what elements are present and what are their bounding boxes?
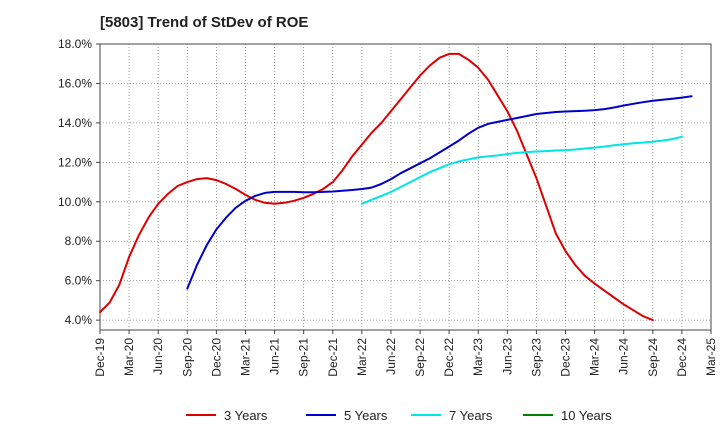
x-tick-label: Jun-20 — [151, 338, 165, 375]
x-tick-label: Jun-21 — [268, 338, 282, 375]
x-tick-label: Sep-21 — [297, 338, 311, 377]
x-tick-label: Mar-22 — [355, 338, 369, 376]
x-tick-label: Mar-20 — [122, 338, 136, 376]
x-tick-label: Sep-23 — [529, 338, 543, 377]
y-tick-label: 10.0% — [58, 195, 92, 209]
y-tick-label: 14.0% — [58, 116, 92, 130]
x-tick-label: Dec-22 — [442, 338, 456, 377]
x-tick-label: Mar-21 — [238, 338, 252, 376]
y-tick-label: 12.0% — [58, 155, 92, 169]
series-line-3-years — [99, 52, 654, 322]
x-tick-label: Dec-23 — [559, 338, 573, 377]
y-tick-label: 18.0% — [58, 37, 92, 51]
series-line-7-years — [360, 135, 683, 205]
x-tick-label: Jun-22 — [384, 338, 398, 375]
x-tick-label: Dec-20 — [209, 338, 223, 377]
y-tick-label: 4.0% — [65, 313, 93, 327]
x-tick-label: Dec-24 — [675, 338, 689, 377]
x-tick-label: Mar-23 — [471, 338, 485, 376]
y-tick-label: 6.0% — [65, 274, 93, 288]
legend-label-10-years: 10 Years — [561, 408, 612, 423]
x-tick-label: Mar-25 — [704, 338, 718, 376]
y-tick-label: 8.0% — [65, 234, 93, 248]
x-tick-label: Mar-24 — [588, 338, 602, 376]
x-tick-label: Sep-22 — [413, 338, 427, 377]
x-tick-label: Dec-21 — [326, 338, 340, 377]
plot-area — [99, 43, 712, 331]
legend-label-5-years: 5 Years — [344, 408, 388, 423]
x-tick-label: Dec-19 — [93, 338, 107, 377]
x-tick-label: Jun-24 — [617, 338, 631, 375]
x-tick-label: Jun-23 — [500, 338, 514, 375]
series-line-5-years — [186, 95, 693, 290]
x-tick-label: Sep-20 — [180, 338, 194, 377]
y-tick-label: 16.0% — [58, 76, 92, 90]
legend-label-3-years: 3 Years — [224, 408, 268, 423]
chart-title: [5803] Trend of StDev of ROE — [100, 14, 309, 31]
legend-label-7-years: 7 Years — [449, 408, 493, 423]
x-tick-label: Sep-24 — [646, 338, 660, 377]
